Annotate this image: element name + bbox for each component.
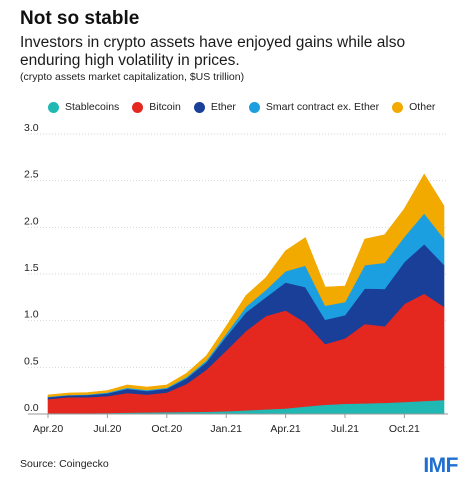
legend-label-smart-contract: Smart contract ex. Ether: [265, 101, 380, 113]
x-tick-label: Oct.20: [151, 423, 182, 435]
chart-units: (crypto assets market capitalization, $U…: [20, 71, 245, 83]
source-note: Source: Coingecko: [20, 458, 109, 470]
area-other: [47, 173, 445, 398]
legend-label-ether: Ether: [210, 101, 236, 113]
chart-title: Not so stable: [20, 8, 140, 29]
x-tick-label: Oct.21: [389, 423, 420, 435]
y-tick-label: 2.5: [24, 169, 39, 181]
legend-label-stablecoins: Stablecoins: [65, 101, 120, 113]
x-tick-label: Jan.21: [210, 423, 242, 435]
stacked-area-chart: 0.0 0.5 1.0 1.5 2.0 2.5 3.0 Apr.20 Jul.20 Oct.20 J…: [24, 122, 448, 435]
y-tick-label: 0.5: [24, 355, 39, 367]
legend-swatch-ether: [193, 101, 205, 113]
x-tick-label: Jul.21: [331, 423, 359, 435]
legend-swatch-smart-contract: [248, 101, 260, 113]
x-tick-label: Jul.20: [93, 423, 121, 435]
legend-swatch-bitcoin: [132, 101, 144, 113]
chart-subtitle: Investors in crypto assets have enjoyed …: [20, 34, 406, 69]
y-tick-label: 0.0: [24, 402, 39, 414]
x-tick-label: Apr.21: [270, 423, 301, 435]
chart-legend: Stablecoins Bitcoin Ether Smart contract…: [48, 101, 448, 113]
x-tick-label: Apr.20: [33, 423, 64, 435]
y-tick-label: 1.5: [24, 262, 39, 274]
legend-label-bitcoin: Bitcoin: [149, 101, 181, 113]
legend-item-smart-contract: Smart contract ex. Ether: [248, 101, 380, 113]
legend-item-ether: Ether: [193, 101, 236, 113]
legend-item-bitcoin: Bitcoin: [132, 101, 181, 113]
legend-label-other: Other: [409, 101, 436, 113]
y-tick-label: 1.0: [24, 309, 39, 321]
legend-item-stablecoins: Stablecoins: [48, 101, 119, 113]
legend-item-other: Other: [392, 101, 435, 113]
imf-logo: IMF: [423, 454, 458, 477]
y-tick-label: 2.0: [24, 215, 39, 227]
legend-swatch-stablecoins: [48, 101, 59, 113]
y-tick-label: 3.0: [24, 122, 39, 134]
legend-swatch-other: [392, 101, 404, 113]
